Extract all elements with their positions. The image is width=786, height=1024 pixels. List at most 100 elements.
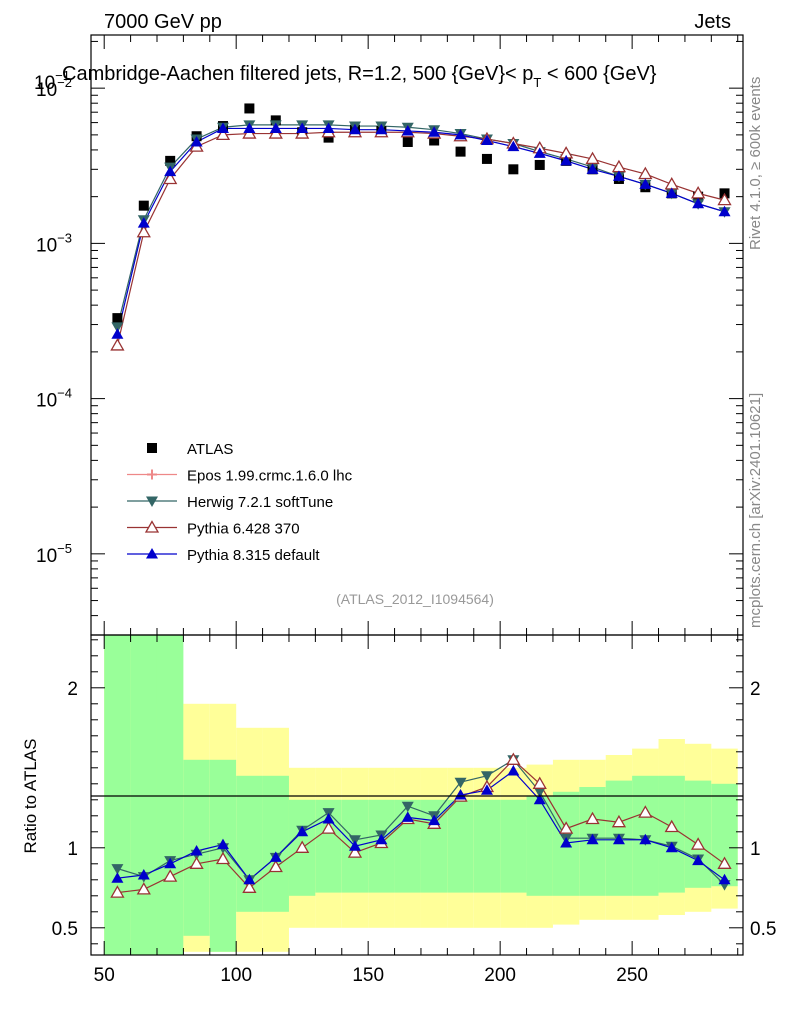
main-point-atlas-0 [112, 313, 123, 324]
band-inner-22 [684, 780, 712, 888]
ratio-point-herwig-7-2-1-softtune-11 [401, 801, 414, 813]
x-tick-label-1: 100 [220, 965, 252, 986]
main-point-pythia-8-315-default-20 [639, 178, 652, 189]
legend-label-pythia-6-428-370: Pythia 6.428 370 [187, 521, 300, 538]
ratio-tick-label-left-2: 2 [67, 679, 78, 700]
x-tick-label-4: 250 [616, 965, 648, 986]
main-point-atlas-12 [429, 135, 440, 146]
ratio-tick-label-right-1: 1 [750, 839, 761, 860]
ratio-point-pythia-6-428-370-8 [321, 821, 336, 834]
main-point-pythia-6-428-370-4 [215, 127, 231, 141]
main-point-atlas-1 [138, 200, 149, 211]
ratio-point-pythia-6-428-370-3 [189, 856, 204, 869]
plot-title-end: < 600 {GeV} [541, 63, 656, 85]
main-point-pythia-8-315-default-19 [612, 170, 625, 181]
y-top-label: 10−1 [34, 68, 70, 94]
band-inner-14 [473, 799, 501, 893]
plot-title-main: Cambridge-Aachen filtered jets, R=1.2, 5… [62, 63, 533, 85]
ratio-point-pythia-8-315-default-0 [111, 872, 124, 883]
main-point-herwig-7-2-1-softtune-0 [111, 322, 124, 333]
ratio-point-pythia-8-315-default-2 [164, 857, 177, 869]
band-inner-15 [500, 799, 527, 893]
series-markers [110, 103, 732, 898]
main-point-pythia-8-315-default-13 [454, 128, 467, 140]
plot-title-subscript: T [533, 75, 541, 90]
band-inner-0 [104, 635, 131, 955]
mcplots-label: mcplots.cern.ch [arXiv:2401.10621] [747, 393, 764, 628]
band-inner-13 [447, 799, 474, 893]
ratio-point-pythia-6-428-370-16 [532, 776, 547, 789]
main-point-pythia-8-315-default-6 [269, 122, 282, 133]
axis-ticks [91, 35, 743, 955]
main-point-pythia-8-315-default-8 [322, 122, 335, 133]
main-point-atlas-15 [508, 164, 519, 175]
main-point-atlas-13 [455, 146, 466, 157]
main-plot-frame [90, 34, 744, 636]
legend-marker-pythia-6-428-370 [144, 520, 160, 533]
ratio-point-pythia-8-315-default-23 [718, 873, 731, 885]
ratio-tick-label-left-0: 0.5 [52, 919, 78, 940]
main-point-pythia-8-315-default-14 [480, 134, 493, 146]
ratio-point-pythia-8-315-default-16 [533, 793, 546, 805]
legend-label-pythia-8-315-default: Pythia 8.315 default [187, 547, 320, 564]
main-point-atlas-16 [534, 159, 545, 170]
main-point-pythia-8-315-default-16 [533, 147, 546, 158]
main-point-pythia-8-315-default-11 [401, 124, 414, 136]
main-point-pythia-8-315-default-1 [137, 217, 150, 228]
ratio-point-pythia-8-315-default-11 [401, 811, 414, 822]
main-point-pythia-8-315-default-2 [164, 165, 177, 177]
main-point-atlas-14 [481, 153, 492, 164]
ratio-point-pythia-6-428-370-18 [585, 811, 600, 825]
band-inner-1 [130, 635, 157, 955]
band-inner-16 [526, 796, 553, 896]
main-point-atlas-2 [165, 155, 176, 166]
category-label: Jets [694, 11, 731, 33]
main-point-pythia-8-315-default-10 [375, 123, 388, 135]
axis-tick-labels: 50 100 150 200 250 10−2 10−3 10−4 10−5 10−1 0.5 0.5… [34, 68, 776, 986]
main-point-pythia-8-315-default-12 [428, 126, 441, 137]
ratio-point-pythia-8-315-default-15 [507, 765, 520, 776]
band-inner-6 [262, 775, 289, 912]
ratio-uncertainty-bands [104, 635, 738, 955]
main-point-pythia-8-315-default-4 [216, 122, 229, 133]
ratio-point-pythia-8-315-default-4 [216, 838, 229, 850]
x-tick-label-0: 50 [94, 965, 115, 986]
ratio-point-pythia-8-315-default-8 [322, 813, 335, 824]
ratio-point-pythia-6-428-370-2 [163, 869, 178, 882]
ratio-point-herwig-7-2-1-softtune-0 [111, 864, 124, 875]
ratio-point-herwig-7-2-1-softtune-16 [533, 787, 546, 798]
y-tick-label-3: 10−5 [36, 541, 72, 567]
ratio-point-pythia-6-428-370-23 [717, 856, 732, 869]
ratio-point-pythia-8-315-default-17 [560, 837, 573, 848]
ratio-point-pythia-6-428-370-5 [242, 880, 257, 893]
main-point-atlas-5 [244, 103, 255, 114]
band-inner-21 [658, 775, 685, 893]
ratio-point-pythia-6-428-370-20 [638, 805, 653, 818]
main-point-pythia-6-428-370-2 [163, 171, 178, 185]
main-point-pythia-8-315-default-0 [111, 328, 124, 339]
ratio-point-pythia-8-315-default-13 [454, 789, 467, 800]
main-point-pythia-8-315-default-5 [243, 122, 256, 133]
ratio-point-pythia-6-428-370-6 [268, 859, 283, 873]
ratio-tick-label-right-0: 0.5 [750, 919, 776, 940]
rivet-version-label: Rivet 4.1.0, ≥ 600k events [747, 77, 764, 250]
main-point-pythia-8-315-default-9 [348, 123, 361, 135]
main-point-atlas-8 [323, 132, 334, 143]
x-tick-label-2: 150 [352, 965, 384, 986]
ratio-point-pythia-6-428-370-19 [611, 814, 627, 828]
ratio-point-herwig-7-2-1-softtune-13 [454, 777, 467, 789]
main-point-pythia-8-315-default-23 [718, 205, 731, 217]
ratio-axis-label: Ratio to ATLAS [21, 739, 40, 854]
ratio-point-pythia-6-428-370-21 [664, 819, 679, 833]
ratio-point-pythia-8-315-default-1 [137, 869, 150, 880]
ratio-point-pythia-8-315-default-12 [428, 814, 441, 826]
ratio-plot-frame [90, 634, 744, 956]
legend-marker-atlas [147, 443, 157, 453]
legend-label-herwig-7-2-1-softtune: Herwig 7.2.1 softTune [187, 494, 333, 511]
main-point-pythia-6-428-370-1 [136, 224, 151, 238]
ratio-point-pythia-8-315-default-10 [375, 833, 388, 845]
main-point-pythia-8-315-default-21 [665, 187, 678, 198]
ratio-point-pythia-6-428-370-22 [691, 837, 706, 850]
y-tick-label-2: 10−4 [36, 386, 72, 412]
